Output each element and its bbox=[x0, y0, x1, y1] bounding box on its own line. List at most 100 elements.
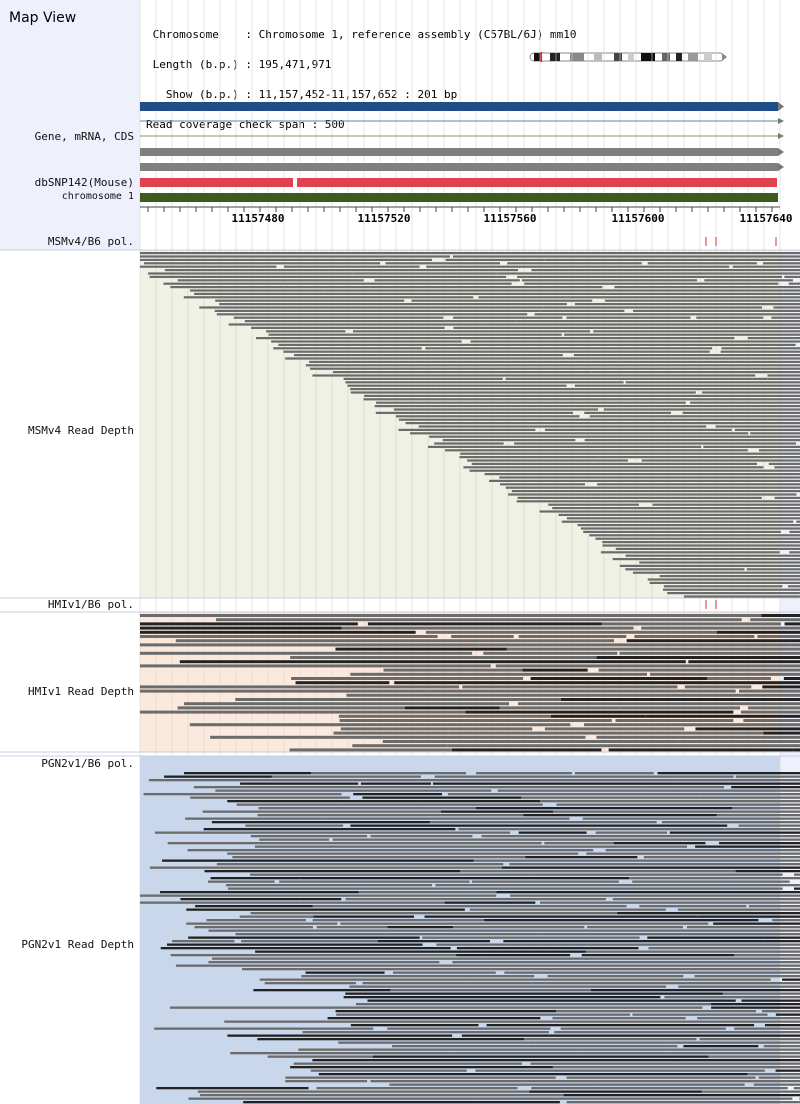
read-bar bbox=[291, 677, 524, 680]
read-bar bbox=[484, 473, 686, 476]
read-bar bbox=[507, 262, 642, 265]
read-bar bbox=[140, 664, 491, 668]
read-bar bbox=[335, 647, 507, 651]
read-bar bbox=[639, 388, 733, 391]
read-bar bbox=[418, 800, 541, 803]
read-bar bbox=[605, 299, 800, 302]
read-bar bbox=[583, 723, 800, 727]
read-bar bbox=[271, 340, 359, 343]
read-bar bbox=[426, 887, 783, 890]
read-bar bbox=[589, 415, 800, 418]
read-bar bbox=[632, 571, 800, 574]
read-bar bbox=[734, 1027, 800, 1030]
read-bar bbox=[540, 800, 800, 803]
read-bar bbox=[542, 933, 800, 936]
read-bar bbox=[678, 740, 800, 743]
read-bar bbox=[775, 1069, 800, 1072]
read-bar bbox=[194, 926, 313, 929]
read-bar bbox=[639, 561, 800, 564]
msm-depth-label: MSMv4 Read Depth bbox=[28, 424, 134, 437]
read-bar bbox=[479, 643, 791, 647]
chromosome-info: Chromosome : Chromosome 1, reference ass… bbox=[146, 10, 576, 140]
read-bar bbox=[637, 1087, 788, 1090]
read-bar bbox=[509, 863, 800, 866]
read-bar bbox=[309, 360, 448, 363]
read-bar bbox=[505, 377, 768, 380]
read-bar bbox=[664, 996, 800, 999]
read-bar bbox=[716, 630, 800, 634]
chromosome-ideogram[interactable] bbox=[528, 51, 728, 63]
read-bar bbox=[455, 779, 800, 782]
read-bar bbox=[345, 898, 606, 901]
read-bar bbox=[140, 894, 497, 897]
read-bar bbox=[784, 275, 800, 278]
read-bar bbox=[677, 908, 800, 911]
read-bar bbox=[236, 803, 339, 806]
read-bar bbox=[428, 445, 702, 448]
read-bar bbox=[203, 828, 456, 831]
read-bar bbox=[641, 459, 800, 462]
read-bar bbox=[619, 651, 800, 655]
read-bar bbox=[154, 831, 511, 834]
read-bar bbox=[552, 507, 800, 510]
read-bar bbox=[522, 668, 588, 672]
read-bar bbox=[530, 677, 708, 680]
read-bar bbox=[720, 350, 800, 353]
read-bar bbox=[679, 371, 800, 374]
read-bar bbox=[387, 1027, 551, 1030]
read-bar bbox=[612, 898, 800, 901]
read-bar bbox=[232, 856, 526, 859]
read-bar bbox=[363, 398, 701, 401]
read-bar bbox=[486, 357, 800, 360]
read-bar bbox=[318, 1073, 385, 1076]
read-bar bbox=[648, 947, 721, 950]
read-bar bbox=[350, 1024, 479, 1027]
read-bar bbox=[741, 961, 800, 964]
read-bar bbox=[316, 926, 388, 929]
read-bar bbox=[625, 381, 765, 384]
read-bar bbox=[327, 1017, 541, 1020]
read-bar bbox=[460, 452, 737, 455]
read-bar bbox=[453, 316, 563, 319]
read-bar bbox=[614, 286, 722, 289]
read-bar bbox=[426, 265, 730, 268]
read-bar bbox=[461, 1034, 800, 1037]
read-bar bbox=[635, 1090, 702, 1093]
read-bar bbox=[673, 929, 800, 932]
read-bar bbox=[190, 796, 350, 799]
read-bar bbox=[250, 835, 368, 838]
read-bar bbox=[216, 313, 528, 316]
read-bar bbox=[716, 814, 800, 817]
read-bar bbox=[436, 943, 589, 946]
read-bar bbox=[629, 877, 800, 880]
read-bar bbox=[336, 1013, 630, 1016]
read-bar bbox=[225, 884, 432, 887]
read-bar bbox=[713, 922, 800, 925]
read-bar bbox=[430, 821, 657, 824]
read-bar bbox=[452, 961, 742, 964]
read-bar bbox=[425, 630, 717, 634]
read-bar bbox=[492, 364, 652, 367]
read-bar bbox=[574, 303, 800, 306]
read-bar bbox=[523, 1038, 697, 1041]
read-bar bbox=[544, 258, 800, 261]
read-bar bbox=[312, 919, 485, 922]
read-bar bbox=[240, 782, 359, 785]
read-bar bbox=[319, 873, 533, 876]
read-bar bbox=[540, 901, 800, 904]
read-bar bbox=[517, 275, 783, 278]
axis-tick-label: 11157600 bbox=[611, 212, 665, 225]
read-bar bbox=[240, 269, 519, 272]
read-bar bbox=[556, 803, 800, 806]
read-bar bbox=[164, 269, 241, 272]
read-bar bbox=[606, 476, 755, 479]
read-bar bbox=[294, 354, 382, 357]
read-bar bbox=[333, 371, 592, 374]
read-bar bbox=[683, 1045, 759, 1048]
read-bar bbox=[701, 1090, 800, 1093]
read-bar bbox=[235, 933, 543, 936]
read-bar bbox=[355, 1003, 712, 1006]
read-bar bbox=[652, 503, 800, 506]
read-bar bbox=[323, 289, 637, 292]
